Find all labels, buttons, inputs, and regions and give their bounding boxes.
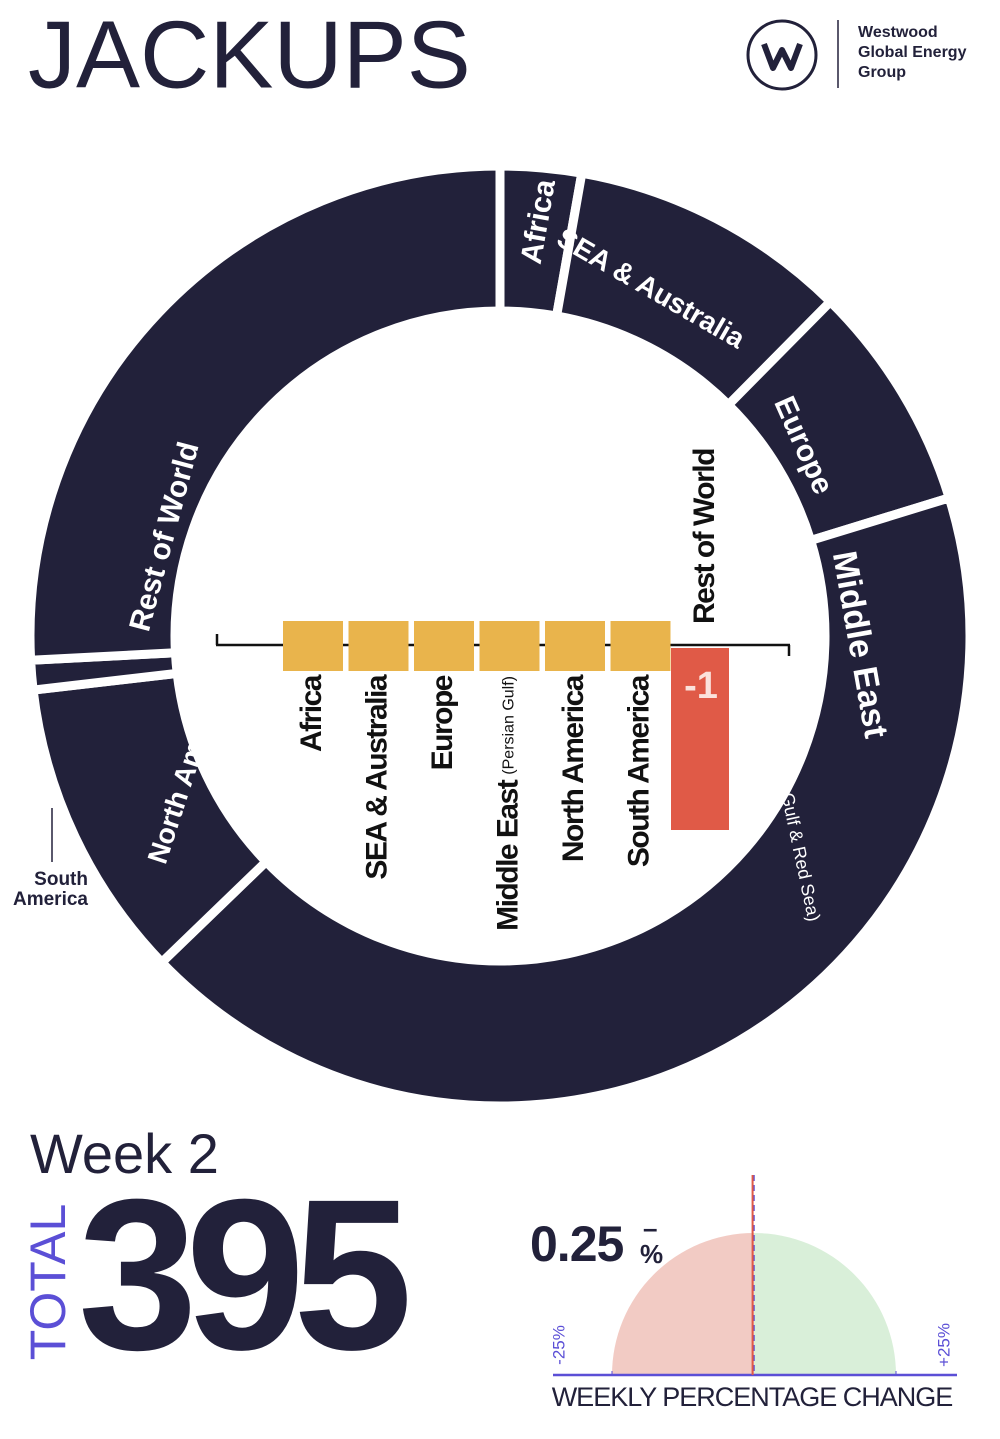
bar: [283, 621, 343, 671]
title: JACKUPS: [28, 1, 471, 108]
category-label: South America: [622, 674, 655, 867]
bar: [348, 621, 409, 671]
category-label-main: Middle East: [491, 779, 524, 931]
logo: Westwood Global Energy Group: [746, 19, 967, 91]
category-label: SEA & Australia: [360, 674, 393, 879]
week: Week 2: [30, 1122, 219, 1185]
donut-label: South America: [13, 869, 88, 910]
bar: [671, 648, 729, 830]
logo-text: Global Energy: [858, 44, 967, 61]
category-label: Middle East (Persian Gulf): [491, 676, 524, 931]
category-note: (Persian Gulf): [501, 676, 518, 775]
donut-segment: [25, 161, 505, 666]
category-label: Europe: [426, 675, 459, 770]
logo-text: Group: [858, 64, 906, 81]
bar: [414, 621, 474, 671]
category-label: Africa: [295, 674, 328, 752]
change-sign: –: [643, 1213, 657, 1243]
total: 395: [78, 1154, 407, 1395]
value-label: -1: [684, 665, 718, 707]
logo-ring: [746, 19, 818, 91]
gauge-tick-label: +25%: [934, 1323, 953, 1367]
gauge-tick-label: -25%: [549, 1325, 568, 1365]
bar: [479, 621, 540, 671]
logo-mark: [761, 42, 803, 71]
bar: [610, 621, 671, 671]
change-value: 0.25: [530, 1216, 624, 1272]
total-label: TOTAL: [20, 1204, 76, 1361]
change-unit: %: [640, 1239, 663, 1269]
gauge-negative: [612, 1233, 754, 1375]
donut-segment: [155, 492, 975, 1111]
gauge-axis-label: WEEKLY PERCENTAGE CHANGE: [552, 1382, 953, 1412]
category-label: Rest of World: [688, 449, 721, 624]
logo-text: Westwood: [858, 24, 938, 41]
bar: [545, 621, 605, 671]
category-label: North America: [557, 674, 590, 862]
gauge-positive: [754, 1233, 896, 1375]
